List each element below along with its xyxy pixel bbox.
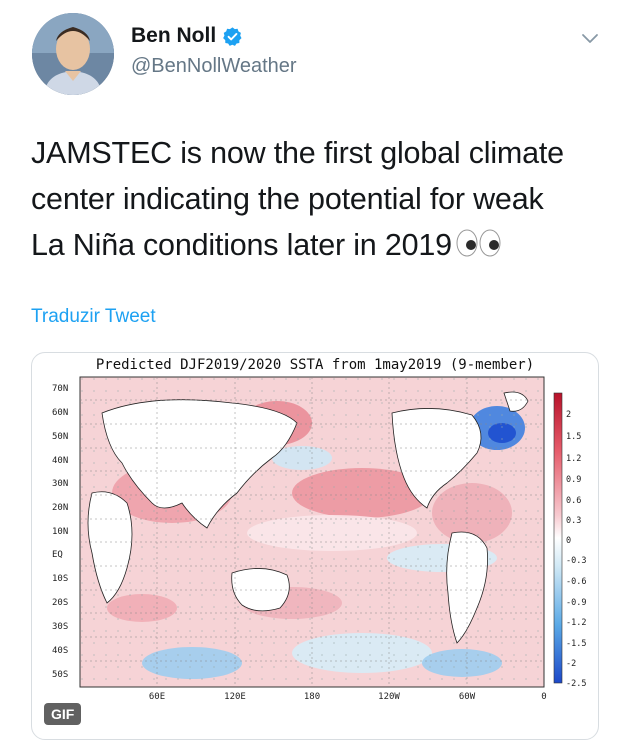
tweet-header: Ben Noll @BenNollWeather: [0, 0, 627, 110]
tweet-text-line-1: JAMSTEC is now the first global climate: [31, 136, 564, 170]
map-field: [79, 376, 545, 688]
lon-label: 180: [304, 692, 320, 702]
tweet-text-line-2: center indicating the potential for weak: [31, 182, 544, 216]
translate-tweet-link[interactable]: Traduzir Tweet: [31, 306, 156, 327]
sst-anomaly-map: 70N 60N 50N 40N 30N 20N 10N EQ 10S 20S 3…: [52, 376, 586, 702]
avatar[interactable]: [32, 13, 114, 95]
lat-label: 30N: [52, 479, 68, 489]
colorbar-label: 0.3: [566, 516, 581, 526]
colorbar-label: 1.2: [566, 454, 581, 464]
tweet-text-line-3: La Niña conditions later in 2019: [31, 222, 611, 268]
lat-label: EQ: [52, 550, 63, 560]
colorbar-label: -2.5: [566, 679, 586, 689]
lon-label: 60E: [149, 692, 165, 702]
colorbar-label: 1.5: [566, 432, 581, 442]
lat-label: 40N: [52, 456, 68, 466]
lat-label: 60N: [52, 408, 68, 418]
lat-label: 50N: [52, 432, 68, 442]
lat-label: 20S: [52, 598, 68, 608]
tweet-text-line-3-text: La Niña conditions later in 2019: [31, 228, 452, 262]
lat-label: 40S: [52, 646, 68, 656]
gif-badge: GIF: [44, 703, 82, 725]
lat-label: 30S: [52, 622, 68, 632]
colorbar-label: 2: [566, 410, 571, 420]
lon-label: 120W: [378, 692, 400, 702]
verified-badge-icon: [223, 26, 242, 46]
lon-label: 60W: [459, 692, 476, 702]
colorbar-label: -0.9: [566, 598, 586, 608]
eyes-emoji-icon: [456, 229, 501, 257]
author-name-row[interactable]: Ben Noll: [131, 24, 243, 48]
lat-label: 20N: [52, 503, 68, 513]
colorbar-label: -0.3: [566, 556, 586, 566]
lat-label: 70N: [52, 384, 68, 394]
map-title: Predicted DJF2019/2020 SSTA from 1may201…: [95, 357, 535, 373]
lon-label: 120E: [224, 692, 246, 702]
colorbar-label: -1.2: [566, 618, 586, 628]
media-gif[interactable]: Predicted DJF2019/2020 SSTA from 1may201…: [31, 352, 599, 740]
lat-label: 10N: [52, 527, 68, 537]
lat-label: 50S: [52, 670, 68, 680]
colorbar-label: -1.5: [566, 639, 586, 649]
colorbar-label: -0.6: [566, 577, 586, 587]
colorbar: 2 1.5 1.2 0.9 0.6 0.3 0 -0.3 -0.6 -0.9 -…: [553, 392, 586, 689]
avatar-image: [32, 13, 114, 95]
colorbar-label: -2: [566, 659, 576, 669]
colorbar-label: 0: [566, 536, 571, 546]
lon-label: 0: [541, 692, 546, 702]
tweet-text: JAMSTEC is now the first global climate …: [31, 130, 611, 268]
colorbar-label: 0.6: [566, 496, 581, 506]
colorbar-label: 0.9: [566, 475, 581, 485]
author-handle[interactable]: @BenNollWeather: [131, 55, 297, 77]
latitude-labels: 70N 60N 50N 40N 30N 20N 10N EQ 10S 20S 3…: [52, 384, 68, 680]
longitude-labels: 60E 120E 180 120W 60W 0: [149, 692, 547, 702]
lat-label: 10S: [52, 574, 68, 584]
chevron-down-icon[interactable]: [580, 28, 600, 48]
author-name[interactable]: Ben Noll: [131, 24, 217, 47]
